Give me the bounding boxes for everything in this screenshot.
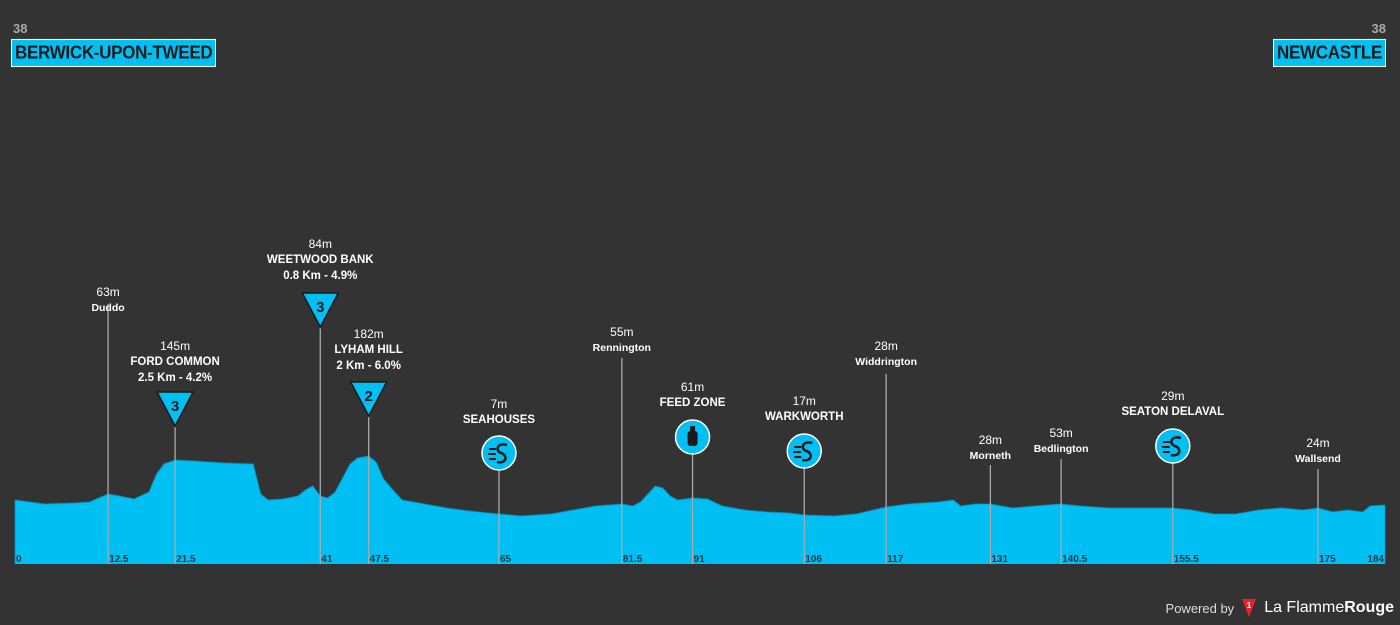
sprint-icon-s-glyph	[1170, 436, 1182, 457]
marker-name: Duddo	[91, 302, 124, 314]
x-tick-label: 117	[887, 554, 904, 565]
marker-name: Wallsend	[1295, 453, 1341, 465]
climb-category-icon	[349, 381, 388, 418]
marker-name: WARKWORTH	[765, 411, 844, 423]
marker-altitude: 61m	[681, 380, 704, 394]
marker-altitude: 28m	[979, 433, 1002, 447]
marker-name: Rennington	[593, 342, 651, 354]
svg-text:1: 1	[1247, 601, 1252, 610]
finish-stage-number: 38	[1371, 21, 1386, 36]
x-tick-label: 12.5	[109, 554, 129, 565]
x-tick-label: 175	[1319, 554, 1336, 565]
marker-name: Bedlington	[1034, 443, 1089, 455]
marker-name: SEAHOUSES	[463, 414, 536, 426]
marker-altitude: 55m	[610, 325, 633, 339]
x-tick-label: 131	[991, 554, 1008, 565]
elevation-profile-area	[15, 456, 1385, 564]
brand-name-bold: Rouge	[1344, 599, 1394, 616]
marker-altitude: 182m	[354, 327, 384, 341]
x-tick-label: 0	[16, 554, 22, 565]
finish-location-label: NEWCASTLE	[1273, 38, 1386, 68]
marker-altitude: 84m	[309, 237, 332, 251]
elevation-profile-outline	[14, 455, 1386, 564]
climb-category-label: 3	[316, 299, 324, 316]
marker-altitude: 7m	[491, 397, 508, 411]
marker-climb-detail: 2 Km - 6.0%	[336, 360, 401, 372]
x-tick-label: 184	[1367, 554, 1384, 565]
sprint-icon-s-glyph	[496, 443, 508, 464]
brand-name: La FlammeRouge	[1264, 599, 1394, 617]
feed-bottle-body	[687, 431, 698, 446]
marker-name: Morneth	[970, 450, 1011, 462]
marker-altitude: 28m	[874, 339, 897, 353]
powered-by-text: Powered by	[1165, 600, 1235, 616]
marker-altitude: 17m	[793, 394, 816, 408]
marker-name: Widdrington	[855, 356, 917, 368]
x-tick-label: 91	[694, 554, 706, 565]
x-tick-label: 65	[500, 554, 512, 565]
climb-category-icon	[155, 391, 195, 428]
x-tick-label: 81.5	[623, 554, 643, 565]
marker-climb-detail: 2.5 Km - 4.2%	[138, 372, 212, 384]
marker-name: FORD COMMON	[130, 356, 219, 368]
marker-name: FEED ZONE	[660, 397, 726, 409]
marker-altitude: 145m	[160, 339, 190, 353]
marker-name: SEATON DELAVAL	[1121, 406, 1224, 418]
start-location-label: BERWICK-UPON-TWEED	[11, 38, 217, 68]
x-tick-label: 41	[321, 554, 333, 565]
marker-altitude: 63m	[96, 285, 119, 299]
climb-category-icon	[301, 292, 340, 329]
x-tick-label: 155.5	[1174, 554, 1199, 565]
start-stage-number: 38	[13, 21, 28, 36]
sprint-icon-s-glyph	[801, 441, 813, 462]
x-tick-label: 21.5	[176, 554, 196, 565]
marker-altitude: 53m	[1049, 426, 1072, 440]
marker-name: WEETWOOD BANK	[267, 254, 374, 266]
marker-altitude: 29m	[1161, 389, 1184, 403]
flamme-rouge-logo-icon: 1	[1242, 599, 1257, 617]
x-tick-label: 106	[805, 554, 822, 565]
climb-category-label: 2	[364, 388, 372, 405]
marker-climb-detail: 0.8 Km - 4.9%	[283, 270, 357, 282]
feed-bottle-cap	[690, 426, 696, 431]
x-tick-label: 47.5	[370, 554, 390, 565]
climb-category-label: 3	[171, 398, 179, 415]
footer-credit: Powered by 1 La FlammeRouge	[1166, 599, 1394, 617]
brand-name-light: La Flamme	[1264, 599, 1345, 616]
x-tick-label: 140.5	[1062, 554, 1087, 565]
marker-name: LYHAM HILL	[334, 344, 403, 356]
marker-altitude: 24m	[1306, 436, 1329, 450]
